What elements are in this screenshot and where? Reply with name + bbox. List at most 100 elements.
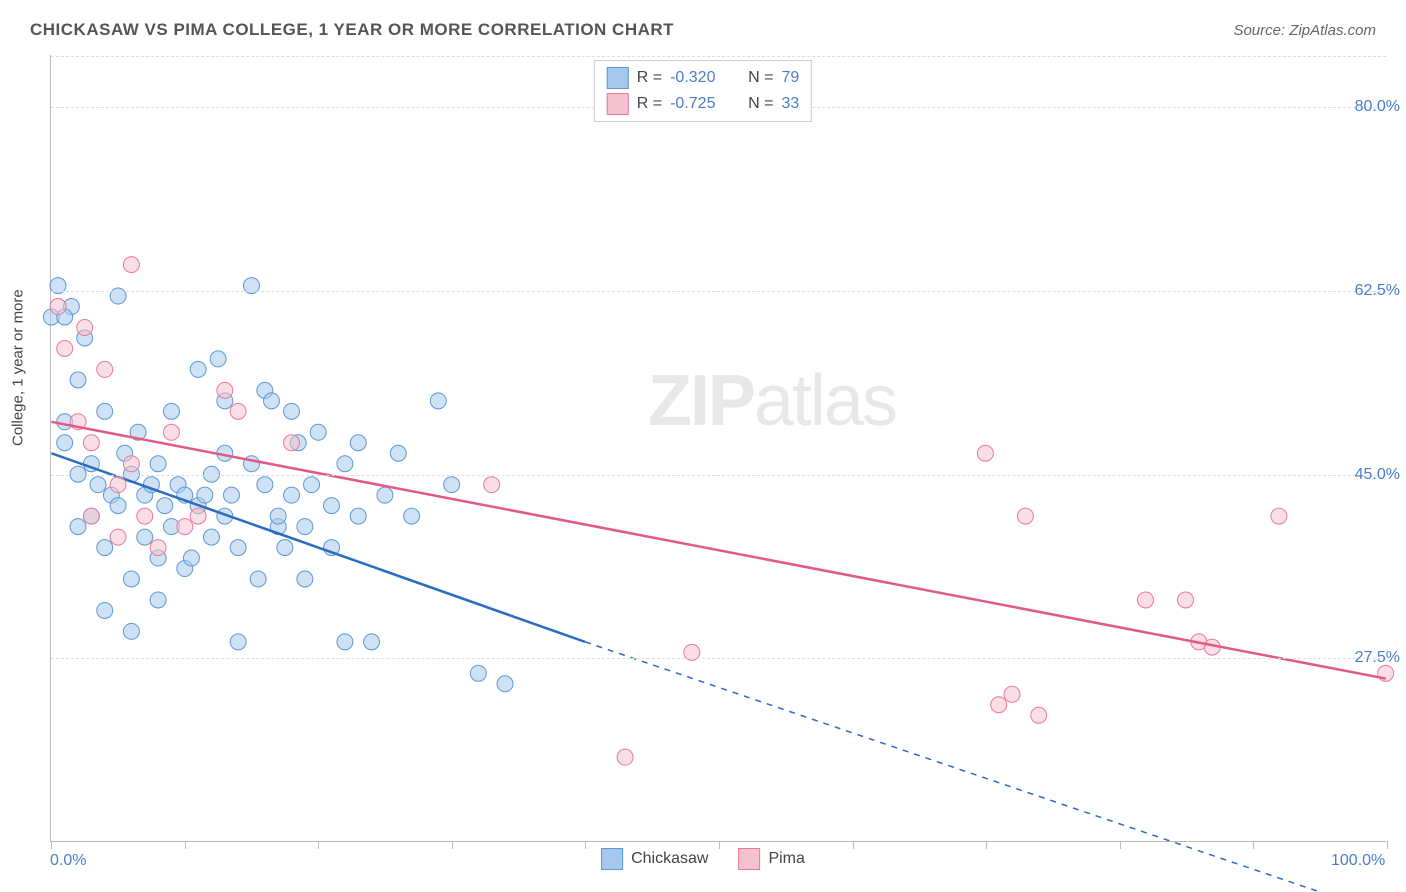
scatter-point: [150, 592, 166, 608]
correlation-legend: R =-0.320N =79R =-0.725N =33: [594, 60, 812, 122]
x-tick: [1253, 841, 1254, 849]
scatter-point: [1271, 508, 1287, 524]
scatter-point: [137, 508, 153, 524]
scatter-point: [190, 361, 206, 377]
x-tick: [1387, 841, 1388, 849]
scatter-point: [123, 257, 139, 273]
scatter-point: [257, 477, 273, 493]
scatter-point: [123, 623, 139, 639]
scatter-point: [97, 361, 113, 377]
scatter-point: [310, 424, 326, 440]
x-tick: [452, 841, 453, 849]
scatter-point: [277, 540, 293, 556]
scatter-point: [364, 634, 380, 650]
scatter-point: [1378, 665, 1394, 681]
scatter-point: [230, 403, 246, 419]
scatter-point: [270, 508, 286, 524]
correlation-legend-row: R =-0.320N =79: [607, 65, 799, 91]
scatter-point: [250, 571, 266, 587]
scatter-point: [190, 508, 206, 524]
scatter-point: [977, 445, 993, 461]
source-label: Source: ZipAtlas.com: [1233, 22, 1376, 39]
n-label: N =: [748, 95, 773, 113]
scatter-point: [210, 351, 226, 367]
scatter-point: [150, 456, 166, 472]
scatter-point: [350, 435, 366, 451]
scatter-point: [337, 634, 353, 650]
scatter-point: [223, 487, 239, 503]
scatter-point: [1137, 592, 1153, 608]
scatter-point: [77, 319, 93, 335]
series-legend: Chickasaw Pima: [601, 848, 805, 870]
scatter-point: [337, 456, 353, 472]
scatter-point: [123, 456, 139, 472]
y-tick-label: 27.5%: [1355, 649, 1400, 667]
scatter-point: [404, 508, 420, 524]
grid-line: [51, 658, 1386, 659]
scatter-point: [70, 372, 86, 388]
n-value: 79: [781, 69, 799, 87]
legend-swatch: [601, 848, 623, 870]
legend-swatch: [607, 93, 629, 115]
scatter-point: [97, 403, 113, 419]
scatter-point: [150, 540, 166, 556]
grid-line: [51, 291, 1386, 292]
scatter-point: [157, 498, 173, 514]
x-tick: [318, 841, 319, 849]
n-value: 33: [781, 95, 799, 113]
scatter-point: [1178, 592, 1194, 608]
scatter-point: [264, 393, 280, 409]
scatter-point: [163, 424, 179, 440]
x-tick: [51, 841, 52, 849]
x-tick: [1120, 841, 1121, 849]
scatter-point: [83, 508, 99, 524]
y-tick-label: 80.0%: [1355, 98, 1400, 116]
scatter-point: [163, 403, 179, 419]
scatter-point: [1031, 707, 1047, 723]
scatter-point: [230, 540, 246, 556]
scatter-point: [70, 519, 86, 535]
x-tick-label: 0.0%: [50, 852, 86, 870]
trend-line: [51, 422, 1385, 679]
scatter-point: [497, 676, 513, 692]
scatter-point: [110, 498, 126, 514]
chart-plot-area: ZIPatlas: [50, 55, 1386, 842]
scatter-point: [217, 382, 233, 398]
scatter-point: [991, 697, 1007, 713]
scatter-point: [284, 403, 300, 419]
series-legend-item: Chickasaw: [601, 848, 708, 870]
scatter-point: [97, 540, 113, 556]
scatter-point: [444, 477, 460, 493]
scatter-point: [297, 571, 313, 587]
scatter-point: [377, 487, 393, 503]
series-legend-label: Chickasaw: [631, 850, 708, 868]
x-tick: [585, 841, 586, 849]
scatter-point: [304, 477, 320, 493]
scatter-point: [470, 665, 486, 681]
chart-header: CHICKASAW VS PIMA COLLEGE, 1 YEAR OR MOR…: [30, 20, 1376, 40]
scatter-point: [137, 529, 153, 545]
x-tick: [853, 841, 854, 849]
scatter-point: [284, 435, 300, 451]
r-value: -0.320: [670, 69, 730, 87]
scatter-point: [324, 498, 340, 514]
grid-line: [51, 475, 1386, 476]
x-tick: [185, 841, 186, 849]
scatter-point: [183, 550, 199, 566]
scatter-point: [50, 299, 66, 315]
scatter-point: [430, 393, 446, 409]
y-axis-label: College, 1 year or more: [10, 289, 27, 446]
scatter-point: [83, 435, 99, 451]
x-tick: [986, 841, 987, 849]
legend-swatch: [738, 848, 760, 870]
y-tick-label: 45.0%: [1355, 466, 1400, 484]
scatter-point: [57, 340, 73, 356]
scatter-point: [1004, 686, 1020, 702]
scatter-point: [197, 487, 213, 503]
scatter-point: [390, 445, 406, 461]
scatter-point: [110, 529, 126, 545]
scatter-svg: [51, 55, 1386, 841]
r-value: -0.725: [670, 95, 730, 113]
series-legend-item: Pima: [738, 848, 804, 870]
correlation-legend-row: R =-0.725N =33: [607, 91, 799, 117]
